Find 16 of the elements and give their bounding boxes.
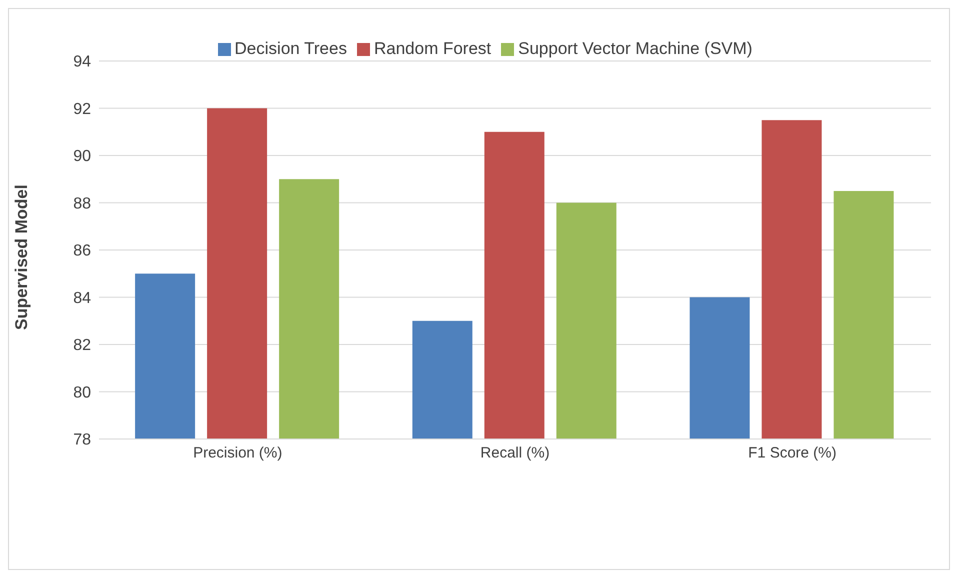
x-tick-label: Recall (%) bbox=[480, 444, 550, 462]
legend-label: Decision Trees bbox=[234, 39, 347, 58]
y-tick-label: 88 bbox=[73, 195, 92, 212]
legend-label: Support Vector Machine (SVM) bbox=[518, 39, 752, 58]
y-axis-title: Supervised Model bbox=[12, 184, 32, 330]
legend-label: Random Forest bbox=[374, 39, 492, 58]
y-tick-label: 90 bbox=[73, 148, 92, 166]
y-tick-label: 80 bbox=[73, 384, 92, 402]
y-tick-label: 86 bbox=[73, 242, 92, 260]
y-tick-label: 94 bbox=[73, 54, 92, 71]
y-tick-label: 92 bbox=[73, 100, 92, 118]
y-tick-label: 82 bbox=[73, 337, 92, 354]
x-tick-label: F1 Score (%) bbox=[748, 444, 837, 462]
y-tick-label: 84 bbox=[73, 290, 92, 307]
y-tick-label: 78 bbox=[73, 432, 92, 449]
x-tick-label: Precision (%) bbox=[193, 444, 282, 462]
